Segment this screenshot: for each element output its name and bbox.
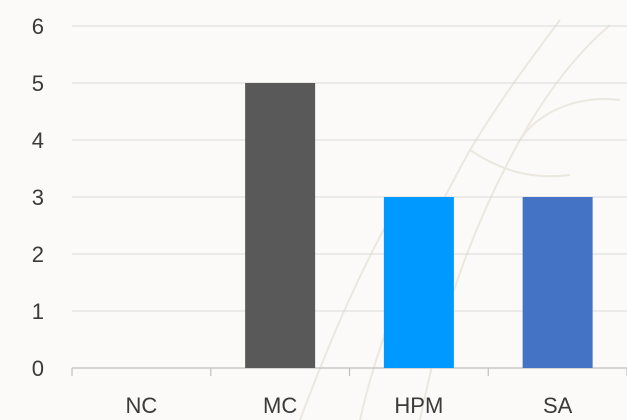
y-tick-label: 1: [32, 299, 44, 324]
y-tick-label: 4: [32, 128, 44, 153]
x-tick-label-mc: MC: [263, 393, 297, 418]
y-tick-label: 3: [32, 185, 44, 210]
y-tick-label: 2: [32, 242, 44, 267]
gridlines: [72, 25, 627, 312]
bar-mc: [245, 83, 316, 368]
y-tick-label: 6: [32, 14, 44, 39]
bar-hpm: [383, 197, 454, 368]
bar-sa: [522, 197, 593, 368]
axes: [71, 367, 627, 376]
bars: [245, 83, 593, 368]
y-tick-label: 5: [32, 71, 44, 96]
y-tick-label: 0: [32, 356, 44, 381]
x-tick-label-sa: SA: [543, 393, 573, 418]
x-tick-label-hpm: HPM: [394, 393, 443, 418]
x-tick-label-nc: NC: [125, 393, 157, 418]
tick-labels: 0 1 2 3 4 5 6 NC MC HPM SA: [32, 14, 573, 418]
